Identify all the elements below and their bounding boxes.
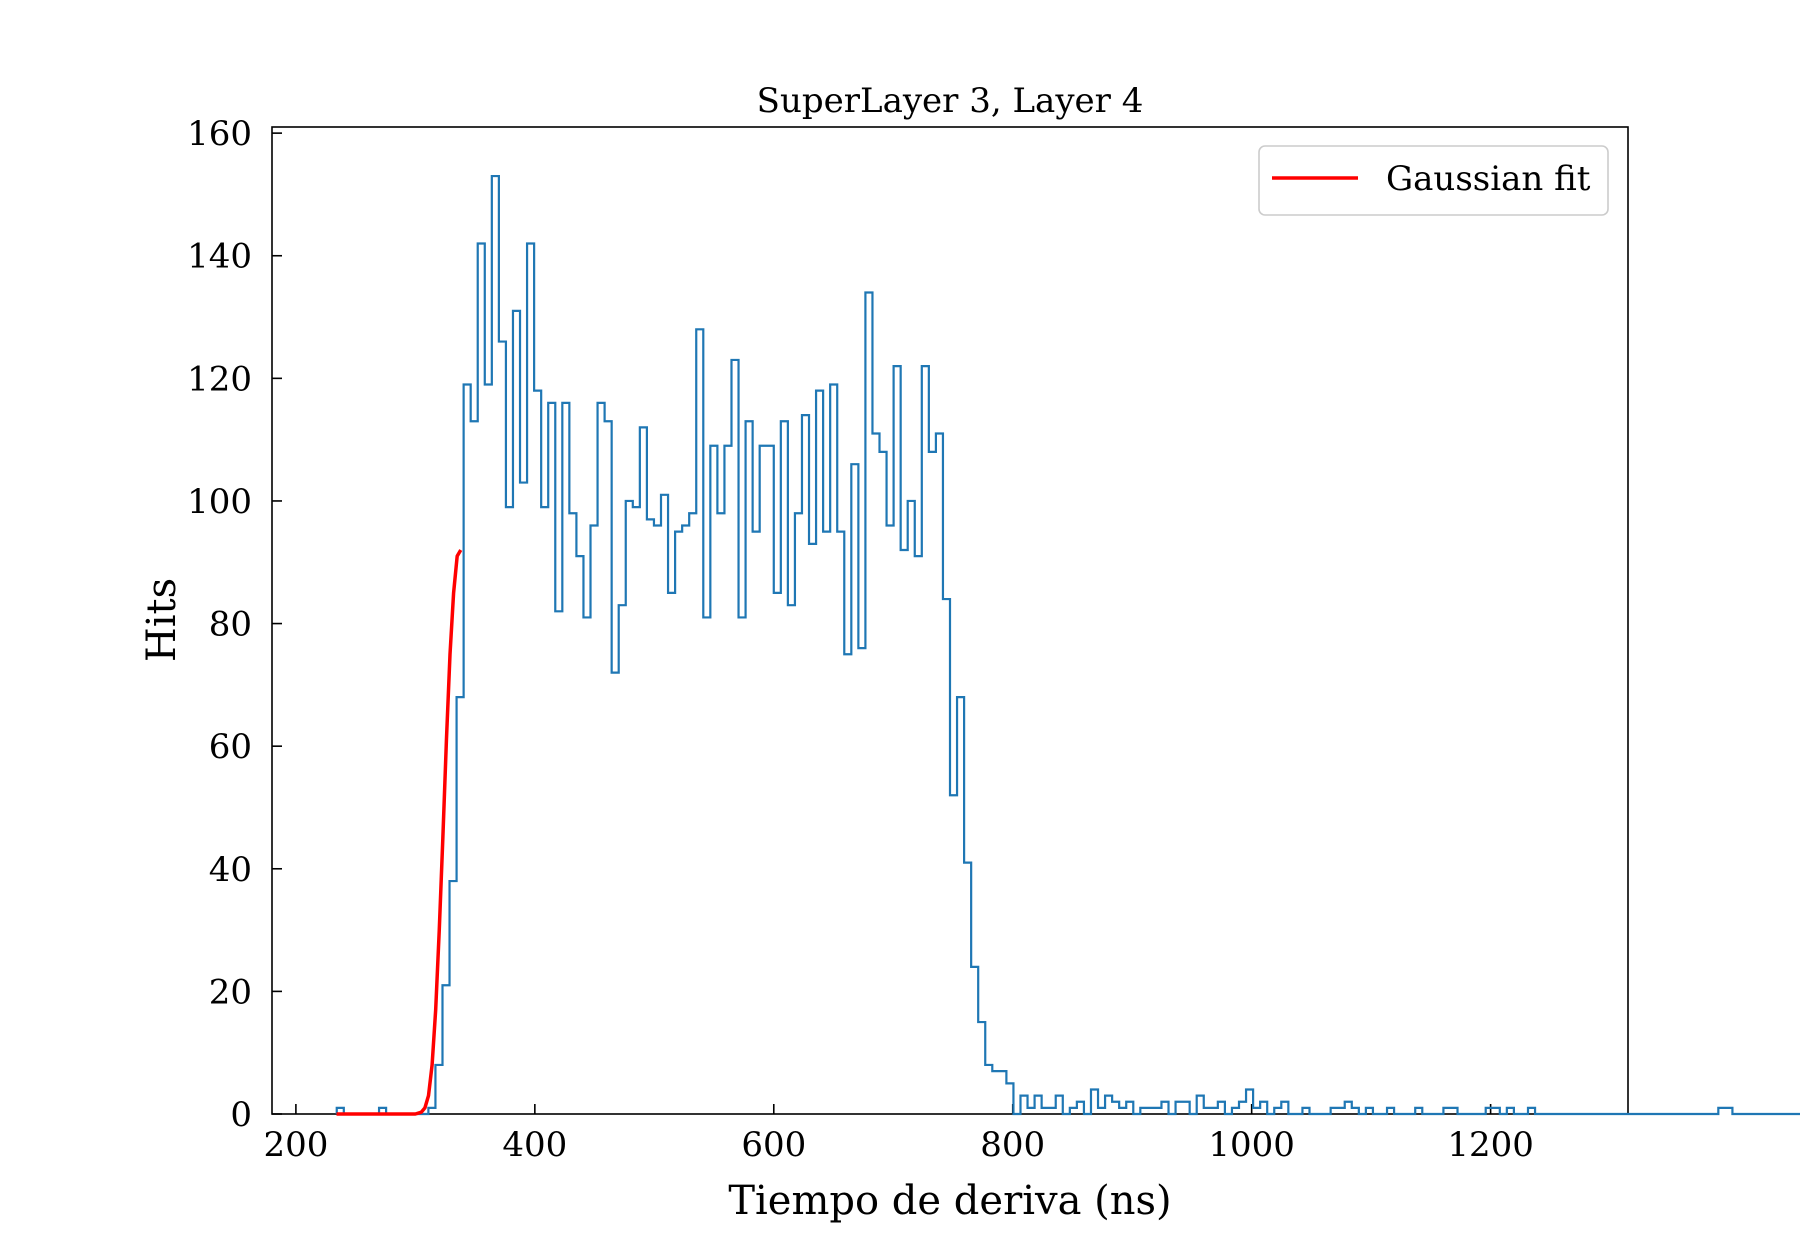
y-tick-label: 120	[187, 359, 252, 399]
x-tick-label: 200	[263, 1125, 328, 1165]
histogram-series	[335, 174, 1800, 1116]
x-axis-label: Tiempo de deriva (ns)	[728, 1178, 1171, 1224]
y-tick-label: 100	[187, 482, 252, 522]
plot-frame	[271, 126, 1629, 1115]
y-axis-label: Hits	[139, 578, 185, 662]
x-tick-label: 600	[741, 1125, 806, 1165]
y-tick-label: 160	[187, 114, 252, 154]
y-tick-label: 60	[209, 727, 252, 767]
chart-title: SuperLayer 3, Layer 4	[757, 81, 1144, 121]
x-tick-label: 800	[980, 1125, 1045, 1165]
legend: Gaussian fit	[1258, 145, 1609, 216]
x-tick-label: 1200	[1447, 1125, 1534, 1165]
y-tick-label: 20	[209, 972, 252, 1012]
gaussian-fit-line	[336, 549, 463, 1116]
y-tick-label: 40	[209, 850, 252, 890]
x-tick-label: 400	[502, 1125, 567, 1165]
legend-box	[1258, 145, 1609, 216]
y-tick-label: 80	[209, 605, 252, 645]
legend-label-gaussian-fit: Gaussian fit	[1386, 159, 1591, 199]
x-axis-ticks: 200 400 600 800 1000 1200	[263, 1104, 1534, 1165]
y-tick-label: 0	[230, 1095, 252, 1135]
y-axis-ticks: 0 20 40 60 80 100 120 140 160	[187, 114, 282, 1135]
y-tick-label: 140	[187, 237, 252, 277]
x-tick-label: 1000	[1208, 1125, 1295, 1165]
